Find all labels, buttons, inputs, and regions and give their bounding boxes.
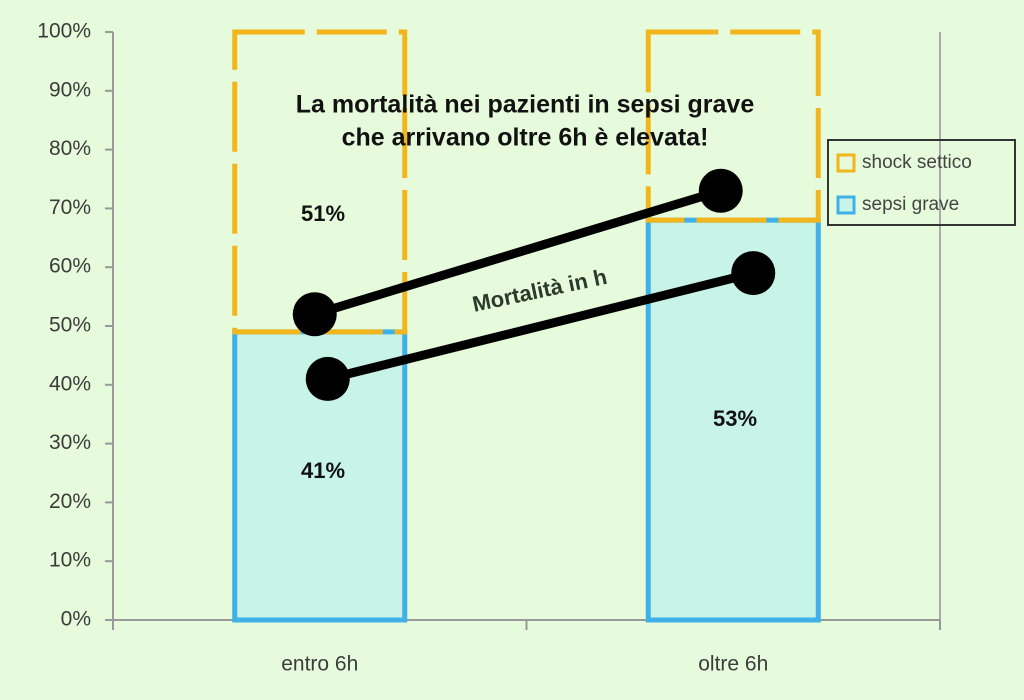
annotation: 53% bbox=[713, 406, 757, 431]
legend-swatch bbox=[836, 153, 856, 173]
y-tick-label: 100% bbox=[37, 20, 91, 43]
line bbox=[326, 268, 755, 384]
y-tick-label: 30% bbox=[49, 431, 91, 454]
point bbox=[731, 251, 776, 296]
bar bbox=[645, 29, 821, 223]
annotation: 51% bbox=[301, 201, 345, 226]
x-tick-label: oltre 6h bbox=[698, 653, 768, 676]
legend: shock settico sepsi grave bbox=[827, 139, 1016, 226]
annotation: Mortalità in h bbox=[470, 264, 609, 317]
legend-box bbox=[827, 139, 1016, 226]
legend-label: sepsi grave bbox=[862, 194, 959, 215]
y-tick-label: 80% bbox=[49, 137, 91, 160]
x-tick-label: entro 6h bbox=[281, 653, 358, 676]
line bbox=[313, 186, 723, 319]
y-tick-label: 90% bbox=[49, 78, 91, 101]
y-tick-label: 0% bbox=[61, 608, 91, 631]
y-tick-label: 40% bbox=[49, 372, 91, 395]
point bbox=[292, 292, 337, 337]
chart-title: La mortalità nei pazienti in sepsi grave bbox=[296, 91, 755, 119]
point bbox=[698, 168, 743, 213]
y-tick-label: 50% bbox=[49, 314, 91, 337]
y-tick-label: 10% bbox=[49, 549, 91, 572]
point bbox=[305, 356, 350, 401]
annotation: 41% bbox=[301, 458, 345, 483]
legend-label: shock settico bbox=[862, 152, 972, 173]
y-tick-label: 60% bbox=[49, 255, 91, 278]
legend-swatch bbox=[836, 195, 856, 215]
y-tick-label: 20% bbox=[49, 490, 91, 513]
bar bbox=[645, 217, 821, 623]
chart-title: che arrivano oltre 6h è elevata! bbox=[342, 124, 709, 152]
y-tick-label: 70% bbox=[49, 196, 91, 219]
bar bbox=[232, 29, 408, 335]
